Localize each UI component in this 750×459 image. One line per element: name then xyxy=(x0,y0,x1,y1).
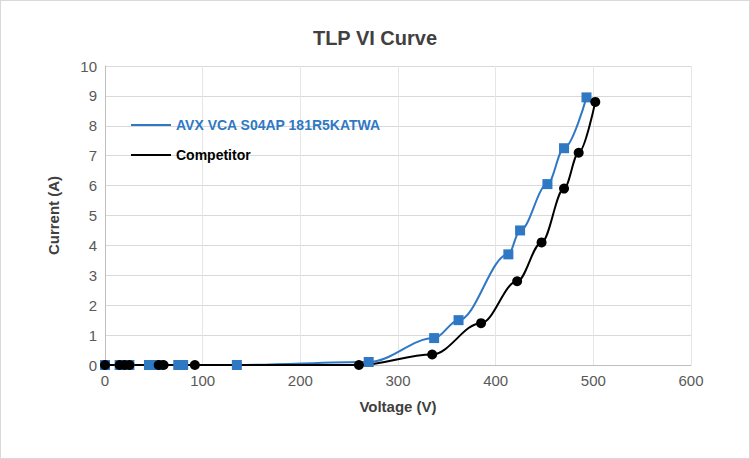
svg-text:Voltage (V): Voltage (V) xyxy=(359,398,436,415)
svg-text:400: 400 xyxy=(483,372,508,389)
svg-text:200: 200 xyxy=(288,372,313,389)
svg-text:8: 8 xyxy=(89,117,97,134)
svg-text:3: 3 xyxy=(89,267,97,284)
svg-text:600: 600 xyxy=(678,372,703,389)
svg-text:Competitor: Competitor xyxy=(176,147,251,163)
svg-text:Current (A): Current (A) xyxy=(45,176,62,255)
svg-text:AVX VCA S04AP 181R5KATWA: AVX VCA S04AP 181R5KATWA xyxy=(176,117,380,133)
svg-text:0: 0 xyxy=(101,372,109,389)
svg-text:500: 500 xyxy=(581,372,606,389)
svg-text:2: 2 xyxy=(89,297,97,314)
svg-text:300: 300 xyxy=(385,372,410,389)
svg-text:4: 4 xyxy=(89,237,97,254)
svg-text:0: 0 xyxy=(89,357,97,374)
svg-text:9: 9 xyxy=(89,87,97,104)
svg-text:6: 6 xyxy=(89,177,97,194)
svg-text:100: 100 xyxy=(190,372,215,389)
svg-text:1: 1 xyxy=(89,327,97,344)
svg-text:10: 10 xyxy=(80,58,97,75)
svg-text:7: 7 xyxy=(89,147,97,164)
svg-text:5: 5 xyxy=(89,207,97,224)
svg-text:TLP VI Curve: TLP VI Curve xyxy=(313,27,437,49)
